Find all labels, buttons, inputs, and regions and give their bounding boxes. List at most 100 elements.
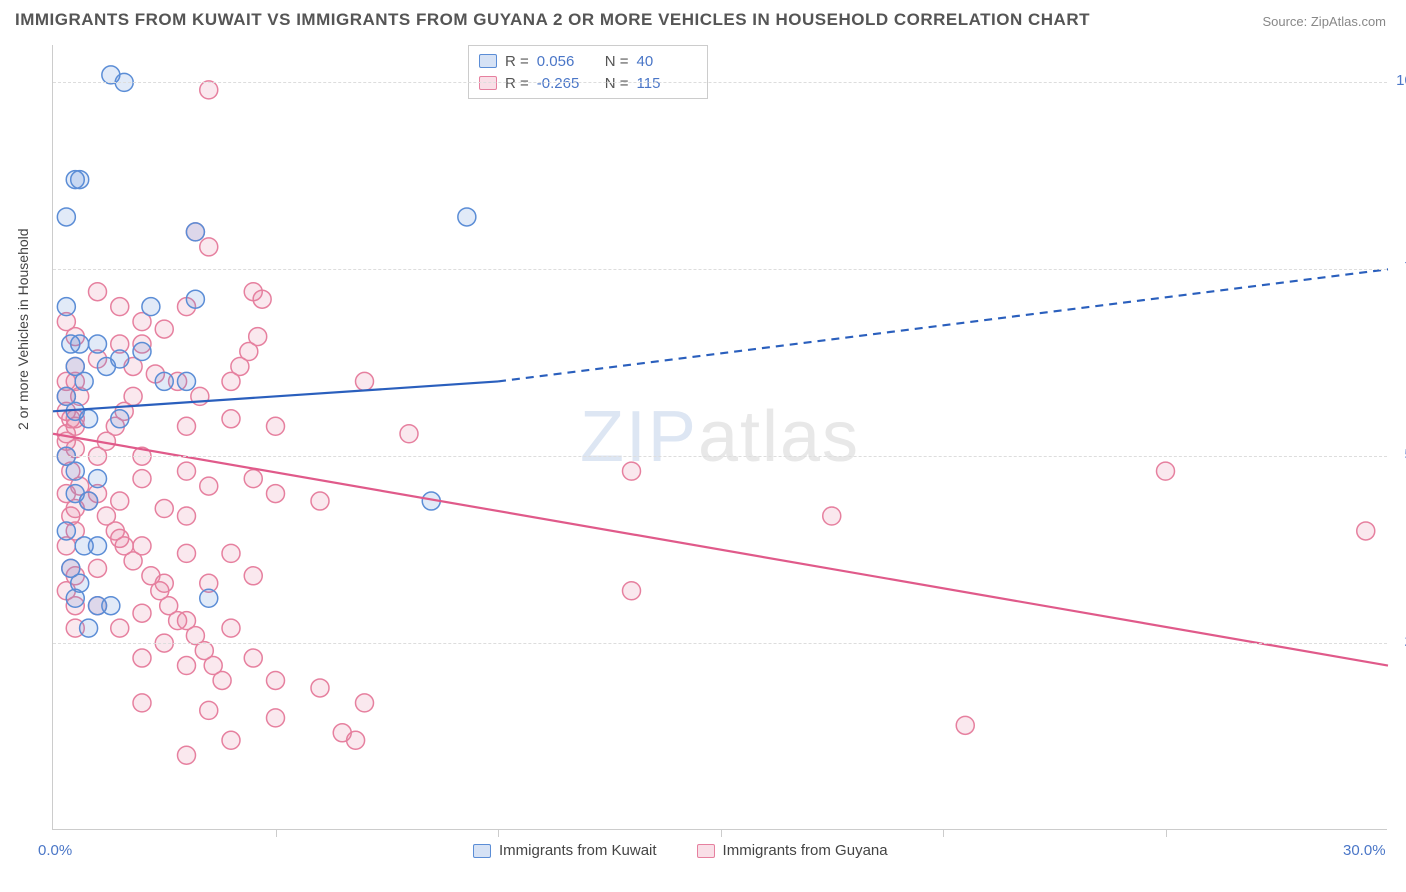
scatter-point bbox=[89, 559, 107, 577]
scatter-point bbox=[80, 410, 98, 428]
scatter-point bbox=[75, 372, 93, 390]
scatter-point bbox=[71, 171, 89, 189]
scatter-point bbox=[124, 387, 142, 405]
scatter-point bbox=[311, 679, 329, 697]
source-label: Source: ZipAtlas.com bbox=[1262, 14, 1386, 29]
scatter-point bbox=[200, 589, 218, 607]
scatter-point bbox=[133, 604, 151, 622]
scatter-point bbox=[178, 657, 196, 675]
scatter-point bbox=[222, 544, 240, 562]
stat-row-kuwait: R = 0.056 N = 40 bbox=[479, 50, 697, 72]
xtick-minor bbox=[721, 829, 722, 837]
xtick-label: 30.0% bbox=[1343, 842, 1386, 859]
scatter-point bbox=[267, 709, 285, 727]
swatch-kuwait bbox=[479, 54, 497, 68]
ytick-label: 100.0% bbox=[1396, 72, 1406, 89]
scatter-point bbox=[178, 746, 196, 764]
scatter-point bbox=[178, 372, 196, 390]
gridline-h bbox=[53, 269, 1387, 270]
scatter-point bbox=[356, 372, 374, 390]
scatter-point bbox=[249, 328, 267, 346]
scatter-point bbox=[178, 417, 196, 435]
scatter-point bbox=[356, 694, 374, 712]
r-label: R = bbox=[505, 53, 529, 70]
scatter-point bbox=[623, 582, 641, 600]
scatter-point bbox=[155, 372, 173, 390]
scatter-point bbox=[155, 320, 173, 338]
r-value-kuwait: 0.056 bbox=[537, 53, 597, 70]
scatter-point bbox=[102, 597, 120, 615]
scatter-point bbox=[267, 671, 285, 689]
scatter-point bbox=[200, 81, 218, 99]
bottom-legend: Immigrants from Kuwait Immigrants from G… bbox=[473, 842, 888, 859]
scatter-point bbox=[66, 462, 84, 480]
scatter-point bbox=[111, 619, 129, 637]
scatter-point bbox=[200, 701, 218, 719]
scatter-point bbox=[133, 343, 151, 361]
scatter-point bbox=[124, 552, 142, 570]
regression-line-dashed bbox=[498, 269, 1388, 381]
scatter-point bbox=[111, 410, 129, 428]
scatter-point bbox=[222, 619, 240, 637]
scatter-point bbox=[956, 716, 974, 734]
scatter-point bbox=[267, 417, 285, 435]
scatter-point bbox=[244, 470, 262, 488]
legend-item-guyana: Immigrants from Guyana bbox=[697, 842, 888, 859]
gridline-h bbox=[53, 643, 1387, 644]
scatter-point bbox=[1157, 462, 1175, 480]
scatter-point bbox=[133, 470, 151, 488]
scatter-point bbox=[155, 500, 173, 518]
regression-line bbox=[53, 434, 1388, 666]
scatter-point bbox=[111, 350, 129, 368]
scatter-point bbox=[142, 298, 160, 316]
scatter-point bbox=[213, 671, 231, 689]
scatter-point bbox=[133, 694, 151, 712]
scatter-point bbox=[222, 410, 240, 428]
scatter-point bbox=[244, 649, 262, 667]
scatter-point bbox=[80, 619, 98, 637]
chart-title: IMMIGRANTS FROM KUWAIT VS IMMIGRANTS FRO… bbox=[15, 10, 1090, 30]
scatter-point bbox=[178, 462, 196, 480]
scatter-point bbox=[66, 589, 84, 607]
scatter-point bbox=[178, 544, 196, 562]
scatter-point bbox=[1357, 522, 1375, 540]
scatter-point bbox=[111, 492, 129, 510]
xtick-minor bbox=[498, 829, 499, 837]
scatter-point bbox=[222, 731, 240, 749]
scatter-point bbox=[200, 477, 218, 495]
gridline-h bbox=[53, 82, 1387, 83]
scatter-point bbox=[267, 485, 285, 503]
scatter-point bbox=[89, 537, 107, 555]
scatter-point bbox=[458, 208, 476, 226]
scatter-point bbox=[57, 522, 75, 540]
scatter-point bbox=[89, 283, 107, 301]
xtick-minor bbox=[1166, 829, 1167, 837]
scatter-point bbox=[89, 335, 107, 353]
scatter-point bbox=[823, 507, 841, 525]
xtick-minor bbox=[276, 829, 277, 837]
scatter-point bbox=[169, 612, 187, 630]
xtick-label: 0.0% bbox=[38, 842, 72, 859]
xtick-minor bbox=[943, 829, 944, 837]
legend-label-guyana: Immigrants from Guyana bbox=[723, 842, 888, 859]
y-axis-label: 2 or more Vehicles in Household bbox=[15, 228, 31, 430]
scatter-point bbox=[400, 425, 418, 443]
n-label: N = bbox=[605, 53, 629, 70]
scatter-svg bbox=[53, 45, 1387, 829]
regression-line bbox=[53, 381, 498, 411]
swatch-kuwait-b bbox=[473, 844, 491, 858]
scatter-point bbox=[57, 298, 75, 316]
scatter-point bbox=[71, 335, 89, 353]
plot-area: ZIPatlas R = 0.056 N = 40 R = -0.265 N =… bbox=[52, 45, 1387, 830]
scatter-point bbox=[623, 462, 641, 480]
scatter-point bbox=[311, 492, 329, 510]
gridline-h bbox=[53, 456, 1387, 457]
scatter-point bbox=[244, 567, 262, 585]
scatter-point bbox=[89, 470, 107, 488]
swatch-guyana-b bbox=[697, 844, 715, 858]
scatter-point bbox=[186, 223, 204, 241]
legend-label-kuwait: Immigrants from Kuwait bbox=[499, 842, 657, 859]
n-value-kuwait: 40 bbox=[637, 53, 697, 70]
scatter-point bbox=[80, 492, 98, 510]
scatter-point bbox=[253, 290, 271, 308]
